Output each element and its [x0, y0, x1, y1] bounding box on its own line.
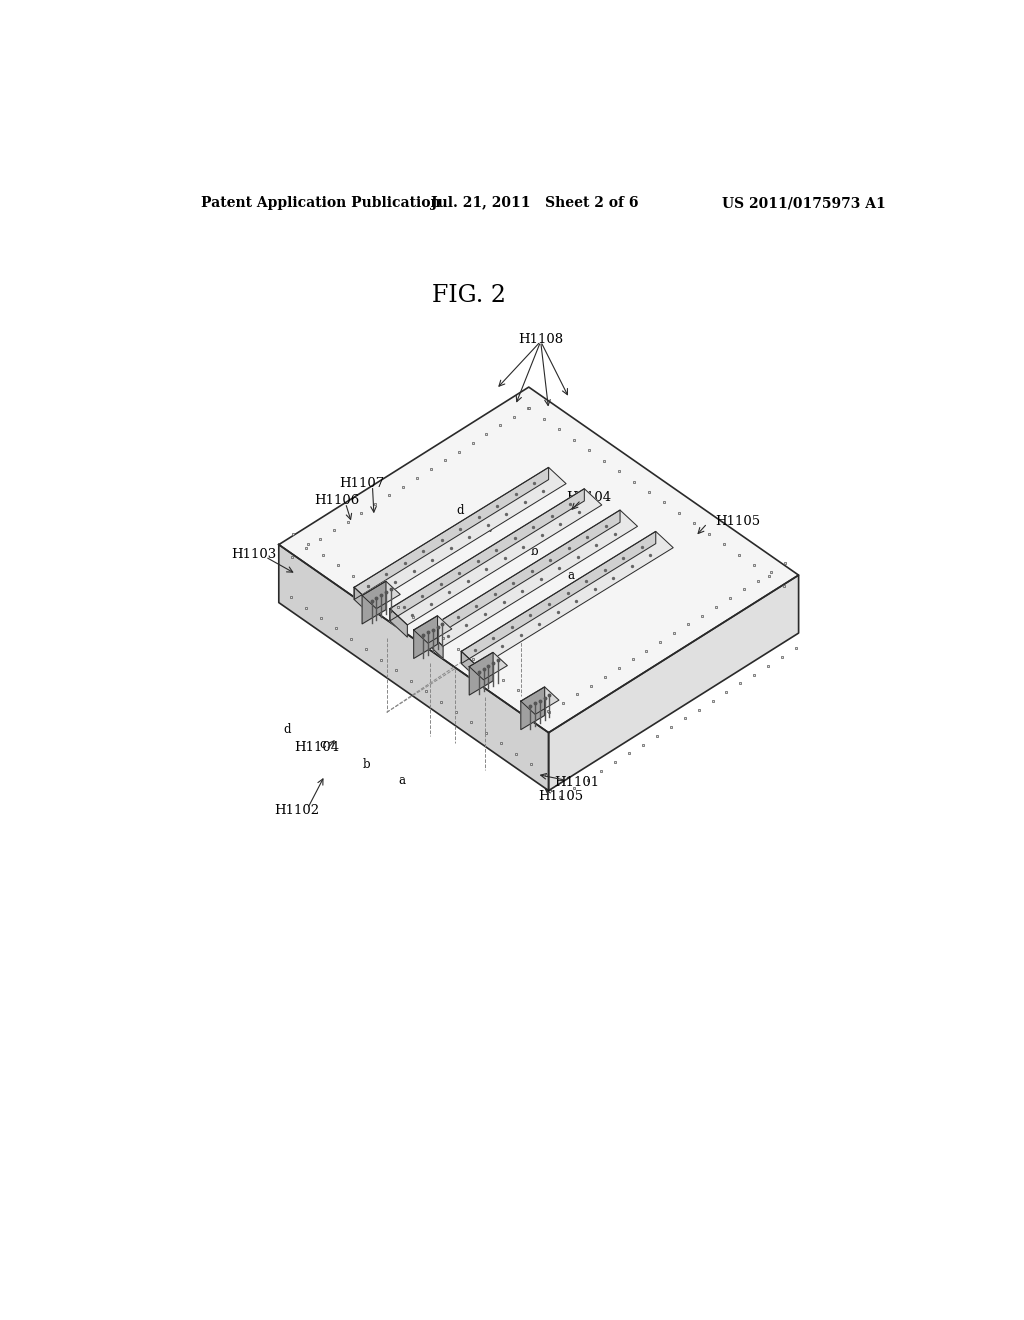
Text: c: c [319, 738, 326, 751]
Polygon shape [354, 587, 372, 616]
Polygon shape [426, 510, 620, 643]
Polygon shape [354, 467, 566, 603]
Text: Patent Application Publication: Patent Application Publication [201, 195, 440, 210]
Text: a: a [398, 774, 406, 787]
Polygon shape [390, 488, 585, 620]
Text: H1101: H1101 [554, 776, 599, 789]
Polygon shape [414, 615, 437, 659]
Polygon shape [521, 686, 559, 714]
Text: H1104: H1104 [294, 742, 339, 755]
Text: FIG. 2: FIG. 2 [432, 284, 506, 308]
Polygon shape [469, 652, 494, 696]
Polygon shape [426, 510, 638, 647]
Text: b: b [530, 545, 539, 558]
Polygon shape [414, 615, 452, 643]
Polygon shape [549, 576, 799, 791]
Text: H1102: H1102 [274, 804, 319, 817]
Text: a: a [567, 569, 574, 582]
Polygon shape [354, 467, 549, 599]
Polygon shape [279, 387, 799, 733]
Text: Jul. 21, 2011   Sheet 2 of 6: Jul. 21, 2011 Sheet 2 of 6 [431, 195, 639, 210]
Text: H1104: H1104 [566, 491, 611, 504]
Text: US 2011/0175973 A1: US 2011/0175973 A1 [722, 195, 886, 210]
Text: H1106: H1106 [314, 495, 359, 507]
Text: H1108: H1108 [518, 333, 563, 346]
Polygon shape [362, 581, 400, 609]
Polygon shape [461, 651, 479, 680]
Text: H1105: H1105 [538, 791, 583, 803]
Polygon shape [521, 686, 545, 730]
Polygon shape [461, 532, 673, 668]
Polygon shape [469, 652, 507, 680]
Text: d: d [456, 503, 464, 516]
Text: b: b [362, 758, 370, 771]
Text: H1103: H1103 [230, 548, 276, 561]
Polygon shape [279, 545, 549, 791]
Polygon shape [362, 581, 386, 624]
Polygon shape [390, 488, 602, 624]
Text: H1107: H1107 [340, 477, 385, 490]
Text: H1105: H1105 [715, 515, 761, 528]
Polygon shape [461, 532, 655, 664]
Text: c: c [485, 521, 492, 535]
Text: d: d [283, 723, 291, 737]
Polygon shape [390, 609, 408, 638]
Polygon shape [426, 630, 443, 659]
